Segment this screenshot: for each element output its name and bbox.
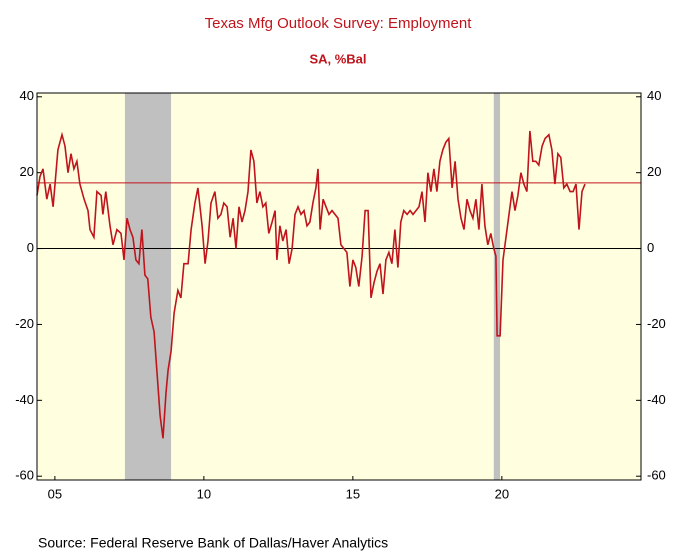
x-tick-label: 10 bbox=[197, 486, 211, 501]
chart-subtitle: SA, %Bal bbox=[309, 51, 366, 66]
y-tick-label: 0 bbox=[27, 240, 34, 255]
x-tick-label: 05 bbox=[48, 486, 62, 501]
y2-tick-label: 40 bbox=[647, 88, 661, 103]
y2-tick-label: -40 bbox=[647, 392, 666, 407]
plot-frame bbox=[36, 92, 642, 481]
data-line bbox=[36, 130, 586, 439]
y2-tick-label: -20 bbox=[647, 316, 666, 331]
y-tick-label: -40 bbox=[15, 392, 34, 407]
y2-tick-label: -60 bbox=[647, 468, 666, 483]
y-tick-label: -20 bbox=[15, 316, 34, 331]
y-tick-label: -60 bbox=[15, 468, 34, 483]
y-tick-label: 40 bbox=[20, 88, 34, 103]
y2-tick-label: 0 bbox=[647, 240, 654, 255]
chart-title: Texas Mfg Outlook Survey: Employment bbox=[205, 15, 473, 32]
source-note: Source: Federal Reserve Bank of Dallas/H… bbox=[38, 535, 388, 551]
x-tick-label: 20 bbox=[495, 486, 509, 501]
x-tick-label: 15 bbox=[346, 486, 360, 501]
y-tick-label: 20 bbox=[20, 164, 34, 179]
y2-tick-label: 20 bbox=[647, 164, 661, 179]
